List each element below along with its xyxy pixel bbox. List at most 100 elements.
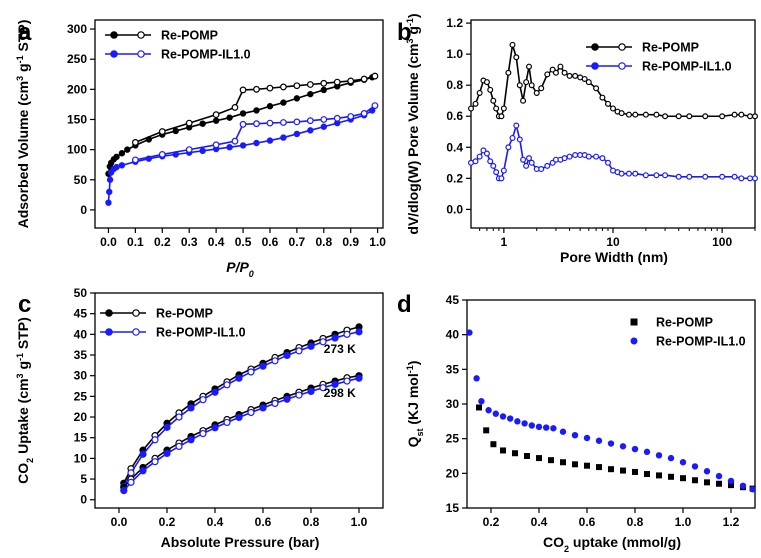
x-axis-label: Absolute Pressure (bar) <box>161 534 320 550</box>
data-point <box>490 97 497 104</box>
data-point-desorption <box>371 72 379 80</box>
data-point-desorption <box>253 85 260 93</box>
data-point-adsorption <box>320 123 327 130</box>
y-tick-label: 40 <box>74 327 88 341</box>
y-axis-label-part: STP) <box>15 20 31 56</box>
data-point-circle <box>485 407 492 414</box>
y-axis-label-part: -1 <box>15 55 25 63</box>
legend-marker-filled <box>105 309 113 317</box>
data-point-circle <box>492 410 499 417</box>
data-point-adsorption <box>118 162 126 169</box>
y-axis-label: Qst (KJ mol-1) <box>405 361 425 448</box>
y-tick-label: 35 <box>74 348 88 362</box>
x-tick-label: 1.2 <box>723 515 740 529</box>
x-tick-label: 0.2 <box>159 515 176 529</box>
data-point <box>561 69 568 76</box>
data-point <box>516 82 523 89</box>
data-point-desorption <box>266 119 274 127</box>
y-axis-label-part: STP) <box>15 317 31 353</box>
y-axis-label-part: g <box>15 63 31 75</box>
data-point-square <box>548 457 554 464</box>
data-point <box>151 436 159 444</box>
y-tick-label: 15 <box>74 431 88 445</box>
data-point <box>702 113 709 120</box>
data-point <box>533 89 540 96</box>
y-axis-label-part: ) <box>405 13 421 18</box>
data-point-adsorption <box>293 130 301 138</box>
data-point-circle <box>643 448 651 456</box>
data-point <box>585 79 592 86</box>
data-point-adsorption <box>145 155 153 162</box>
data-point <box>151 458 159 466</box>
data-point-desorption <box>239 86 247 94</box>
data-point <box>513 122 520 129</box>
data-point-adsorption <box>124 146 131 153</box>
data-point-desorption <box>185 146 193 154</box>
data-point <box>751 175 758 182</box>
x-tick-label: 0.2 <box>154 235 171 249</box>
legend-label: Re-POMP-IL1.0 <box>161 48 251 62</box>
x-axis-label-part: 0 <box>249 269 254 279</box>
data-point-circle <box>679 459 687 466</box>
data-point <box>516 136 523 143</box>
y-tick-label: 30 <box>446 397 460 411</box>
x-tick-label: 0.2 <box>483 515 500 529</box>
plot-frame <box>94 19 384 229</box>
y-axis-label-part: Adsorbed Volume (cm <box>15 81 31 229</box>
data-point <box>500 105 507 112</box>
data-point-circle <box>739 482 747 490</box>
data-point-square <box>572 461 578 468</box>
y-tick-label: 0.2 <box>446 171 463 185</box>
legend-label: Re-POMP <box>161 29 218 43</box>
data-point <box>259 362 267 370</box>
x-tick-label: 0.5 <box>235 235 252 249</box>
y-axis-label: CO2 Uptake (cm3 g-1 STP) <box>15 317 35 484</box>
data-point <box>343 377 351 385</box>
data-point <box>544 71 551 78</box>
data-point-desorption <box>185 119 193 127</box>
data-point <box>187 436 195 444</box>
data-point-square <box>490 441 497 448</box>
data-point-desorption <box>231 104 239 111</box>
data-point-adsorption <box>118 150 126 157</box>
x-tick-label: 0.3 <box>181 235 198 249</box>
x-tick-label: 1.0 <box>369 235 386 249</box>
data-point <box>476 153 483 160</box>
data-point <box>331 334 339 342</box>
x-axis-label-part: P <box>239 259 249 275</box>
legend-marker-open <box>618 62 626 70</box>
y-tick-label: 45 <box>446 293 460 307</box>
data-point-desorption <box>280 83 287 91</box>
legend-marker-open <box>137 50 145 58</box>
data-point <box>552 69 559 76</box>
y-tick-label: 250 <box>67 52 87 66</box>
data-point-square <box>656 472 662 479</box>
panel-d: 0.2 0.4 0.6 0.8 1.0 1.2 15 20 25 30 35 40 45 d Re-POMP… <box>397 291 756 554</box>
y-axis-label-part: dV/dlog(W) Pore Volume (cm <box>405 44 421 235</box>
data-point <box>566 72 573 79</box>
y-tick-label: 20 <box>74 410 88 424</box>
data-point <box>544 162 551 169</box>
y-tick-label: 30 <box>74 369 88 383</box>
data-point <box>355 328 363 336</box>
x-tick-label: 0.6 <box>255 515 272 529</box>
data-point-square <box>512 450 518 457</box>
x-tick-label: 1.0 <box>351 515 368 529</box>
data-point-square <box>483 427 490 434</box>
data-point <box>632 111 639 118</box>
data-point-desorption <box>131 138 139 146</box>
data-point <box>731 173 738 180</box>
data-point-adsorption <box>145 136 153 143</box>
data-point <box>271 357 279 365</box>
y-tick-label: 300 <box>67 22 87 36</box>
data-point <box>247 408 255 417</box>
data-point-desorption <box>306 117 314 125</box>
data-point <box>747 113 754 120</box>
data-point <box>599 155 606 162</box>
data-point <box>472 100 479 107</box>
data-point-circle <box>543 424 550 431</box>
legend-label: Re-POMP-IL1.0 <box>642 60 732 74</box>
data-point <box>642 172 649 179</box>
data-point-circle <box>478 398 485 405</box>
